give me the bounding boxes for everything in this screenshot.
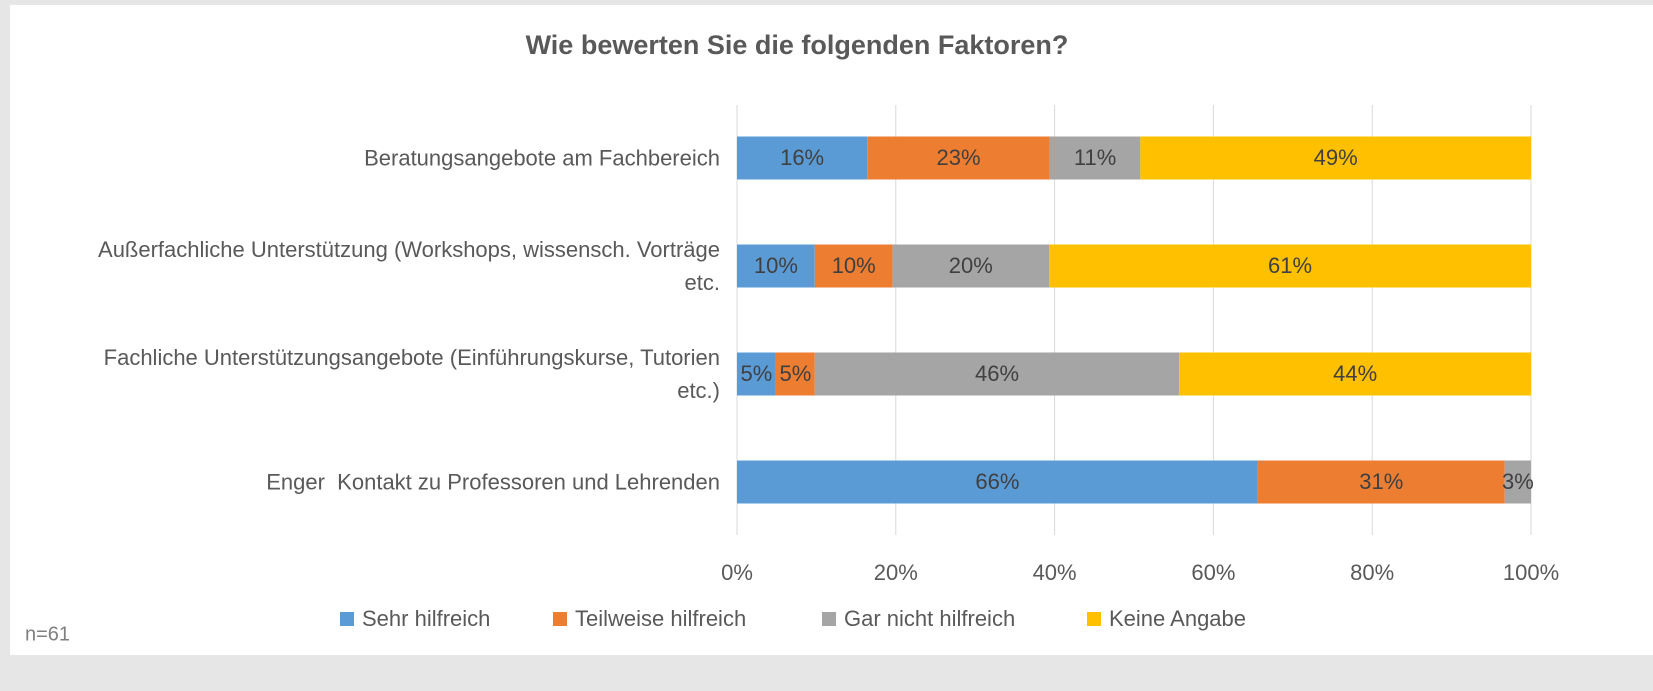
x-tick-label: 0% [721, 560, 753, 585]
data-label: 61% [1268, 253, 1312, 278]
bar-segment [1257, 460, 1505, 504]
data-label: 20% [949, 253, 993, 278]
category-label: Außerfachliche Unterstützung (Workshops,… [98, 237, 727, 295]
bar-segment [1140, 136, 1531, 180]
bar-segment [737, 352, 776, 396]
bar-segment [814, 352, 1180, 396]
data-label: 3% [1502, 469, 1534, 494]
annotation: n=61 [25, 623, 70, 645]
data-label: 16% [780, 145, 824, 170]
bar-segment [1179, 352, 1531, 396]
data-label: 10% [832, 253, 876, 278]
x-tick-label: 60% [1191, 560, 1235, 585]
legend-swatch [1087, 612, 1101, 626]
legend-swatch [340, 612, 354, 626]
category-label: Enger Kontakt zu Professoren und Lehrend… [266, 469, 720, 495]
x-tick-label: 100% [1503, 560, 1559, 585]
legend-label: Teilweise hilfreich [575, 606, 746, 631]
legend-label: Gar nicht hilfreich [844, 606, 1015, 631]
legend-label: Sehr hilfreich [362, 606, 490, 631]
bar-segment [1049, 244, 1531, 288]
data-label: 44% [1333, 361, 1377, 386]
data-label: 31% [1359, 469, 1403, 494]
data-label: 11% [1074, 145, 1116, 170]
chart: Wie bewerten Sie die folgenden Faktoren?… [25, 30, 1559, 645]
x-tick-label: 80% [1350, 560, 1394, 585]
x-tick-label: 40% [1033, 560, 1077, 585]
bar-segment [867, 136, 1050, 180]
x-tick-label: 20% [874, 560, 918, 585]
bar-segment [737, 244, 815, 288]
data-label: 46% [975, 361, 1019, 386]
bar-segment [892, 244, 1050, 288]
category-label: Beratungsangebote am Fachbereich [364, 145, 720, 171]
bar-segment [737, 136, 868, 180]
data-label: 49% [1314, 145, 1358, 170]
legend-swatch [553, 612, 567, 626]
bar-segment [737, 460, 1258, 504]
bar-segment [1049, 136, 1141, 180]
data-label: 5% [779, 361, 811, 386]
chart-panel: Wie bewerten Sie die folgenden Faktoren?… [10, 5, 1653, 655]
data-label: 66% [975, 469, 1019, 494]
chart-title: Wie bewerten Sie die folgenden Faktoren? [526, 30, 1069, 60]
data-label: 23% [937, 145, 981, 170]
data-label: 5% [741, 361, 773, 386]
bar-segment [814, 244, 893, 288]
category-label: Fachliche Unterstützungsangebote (Einfüh… [103, 345, 727, 403]
legend-swatch [822, 612, 836, 626]
data-label: 10% [754, 253, 798, 278]
bar-segment [775, 352, 815, 396]
legend-label: Keine Angabe [1109, 606, 1246, 631]
bar-segment [1504, 460, 1531, 504]
